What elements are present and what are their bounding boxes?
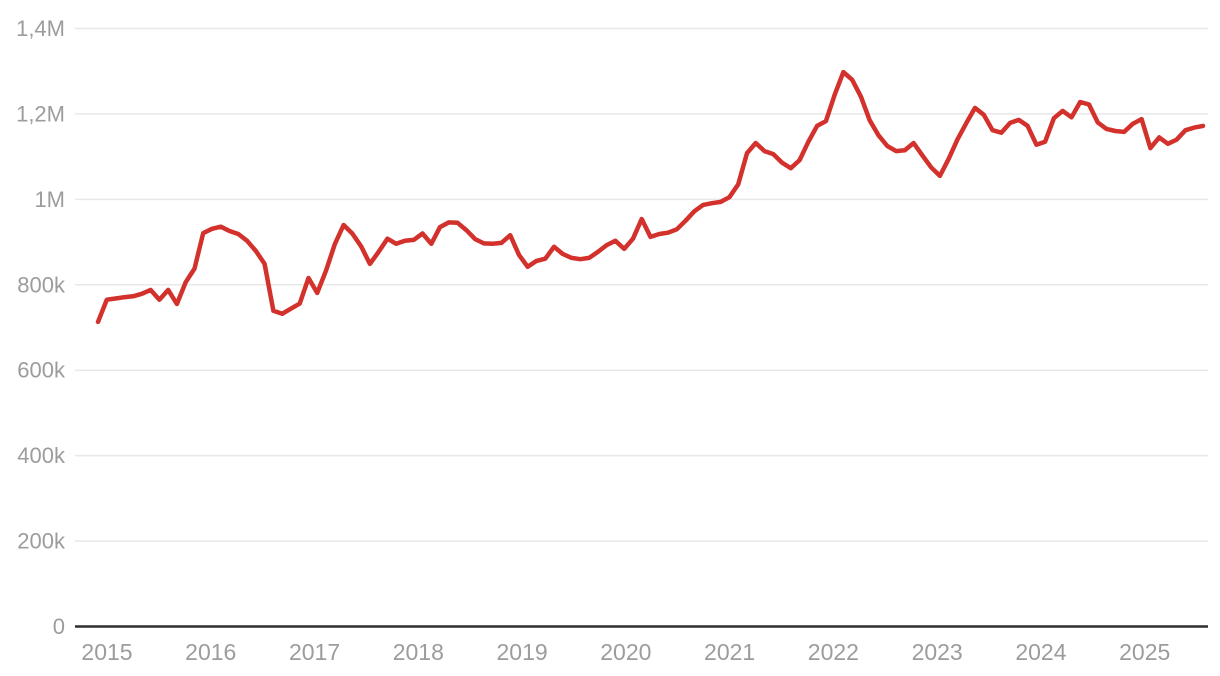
x-tick-label: 2025 <box>1119 639 1170 665</box>
y-tick-label: 1M <box>34 187 65 212</box>
x-tick-label: 2024 <box>1015 639 1066 665</box>
x-tick-label: 2016 <box>185 639 236 665</box>
x-tick-label: 2020 <box>600 639 651 665</box>
y-tick-label: 1,4M <box>16 16 65 41</box>
x-tick-label: 2023 <box>912 639 963 665</box>
data-line-series <box>95 69 1206 325</box>
x-tick-label: 2019 <box>496 639 547 665</box>
y-tick-label: 0 <box>53 614 65 639</box>
x-tick-label: 2017 <box>289 639 340 665</box>
y-tick-label: 200k <box>17 529 66 554</box>
y-tick-label: 800k <box>17 272 66 297</box>
y-tick-label: 400k <box>17 443 66 468</box>
x-tick-label: 2015 <box>81 639 132 665</box>
y-tick-label: 600k <box>17 358 66 383</box>
y-tick-label: 1,2M <box>16 101 65 126</box>
x-tick-label: 2022 <box>808 639 859 665</box>
x-tick-label: 2018 <box>393 639 444 665</box>
x-tick-label: 2021 <box>704 639 755 665</box>
